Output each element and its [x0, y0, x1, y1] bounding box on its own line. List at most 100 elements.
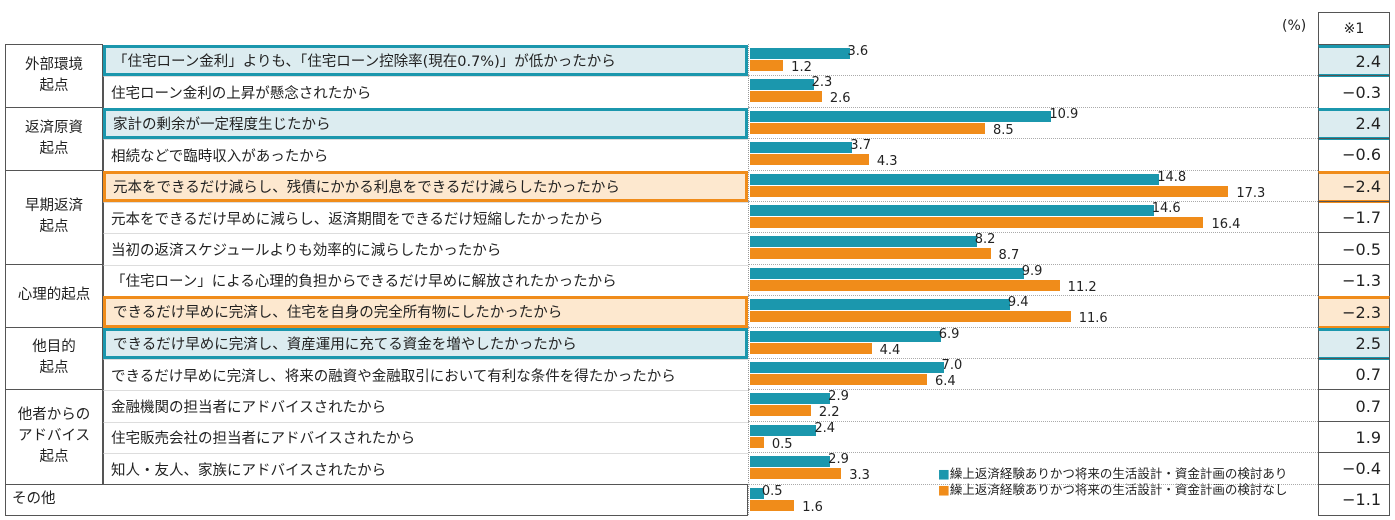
data-label: 16.4: [1211, 217, 1241, 232]
diff-value: 0.7: [1318, 389, 1390, 422]
category-label: できるだけ早めに完済し、資産運用に充てる資金を増やしたかったから: [103, 327, 748, 359]
data-label: 2.3: [811, 75, 833, 91]
bar-series-2: [750, 374, 927, 385]
bar-series-2: [750, 342, 872, 354]
diff-value: −0.6: [1318, 138, 1390, 171]
bar-series-1: [750, 330, 941, 342]
data-label: 2.6: [829, 91, 851, 107]
data-label: 0.5: [761, 483, 783, 499]
data-label: 7.0: [941, 358, 963, 373]
data-label: 2.9: [828, 389, 849, 405]
group-label: その他: [5, 483, 748, 516]
bar-series-2: [750, 60, 784, 71]
legend-label: 繰上返済経験ありかつ将来の生活設計・資金計画の検討なし: [949, 482, 1288, 497]
category-label: 金融機関の担当者にアドバイスされたから: [103, 390, 748, 422]
data-label: 8.2: [974, 232, 996, 248]
data-label: 9.9: [1021, 263, 1043, 279]
data-label: 2.2: [818, 405, 840, 421]
data-label: 0.5: [771, 436, 793, 452]
legend-label: 繰上返済経験ありかつ将来の生活設計・資金計画の検討あり: [949, 466, 1288, 481]
gridline: [748, 75, 1318, 77]
diff-value: −1.3: [1318, 263, 1390, 297]
group-label: 早期返済 起点: [5, 169, 103, 265]
category-label: できるだけ早めに完済し、将来の融資や金融取引において有利な条件を得たかったから: [103, 359, 748, 391]
diff-value: −0.4: [1318, 452, 1390, 485]
group-label: 外部環境 起点: [5, 44, 103, 108]
category-label: 元本をできるだけ減らし、残債にかかる利息をできるだけ減らしたかったから: [103, 170, 748, 202]
bar-series-2: [750, 122, 986, 134]
diff-value: −2.4: [1318, 170, 1390, 203]
category-label: 当初の返済スケジュールよりも効率的に減らしたかったから: [103, 233, 748, 265]
data-label: 17.3: [1236, 185, 1266, 201]
data-label: 9.4: [1007, 295, 1029, 311]
diff-value: −2.3: [1318, 296, 1390, 329]
data-label: 14.8: [1157, 169, 1187, 185]
bar-series-1: [750, 424, 817, 436]
data-label: 11.6: [1078, 311, 1108, 327]
bar-series-1: [750, 393, 831, 405]
bar-series-2: [750, 91, 822, 103]
diff-value: 2.4: [1318, 45, 1390, 78]
data-label: 4.3: [876, 154, 898, 170]
axis-line: [748, 44, 749, 515]
data-label: 11.2: [1067, 279, 1097, 295]
diff-value: 2.5: [1318, 327, 1390, 360]
diff-header: ※1: [1318, 12, 1390, 45]
gridline: [748, 106, 1318, 108]
category-label: できるだけ早めに完済し、住宅を自身の完全所有物にしたかったから: [103, 296, 748, 328]
bar-series-1: [750, 79, 814, 91]
legend-item-2: ■繰上返済経験ありかつ将来の生活設計・資金計画の検討なし: [938, 482, 1287, 498]
diff-value: −0.3: [1318, 75, 1390, 108]
data-label: 14.6: [1151, 201, 1181, 216]
bar-series-1: [750, 236, 977, 248]
gridline: [748, 483, 1318, 485]
diff-value: 2.4: [1318, 107, 1390, 141]
diff-value: −1.1: [1318, 483, 1390, 516]
bar-series-1: [750, 456, 831, 468]
bar-series-2: [750, 499, 795, 511]
gridline: [748, 232, 1318, 234]
category-label: 「住宅ローン金利」よりも、「住宅ローン控除率(現在0.7%)」が低かったから: [103, 45, 748, 77]
data-label: 2.9: [828, 452, 849, 468]
legend-square-icon: ■: [938, 466, 950, 481]
category-label: 相続などで臨時収入があったから: [103, 139, 748, 171]
gridline: [748, 295, 1318, 297]
gridline: [748, 263, 1318, 265]
diff-value: 1.9: [1318, 420, 1390, 454]
bar-series-1: [750, 299, 1010, 311]
data-label: 10.9: [1049, 106, 1079, 122]
bar-series-2: [750, 468, 842, 480]
category-label: 「住宅ローン」による心理的負担からできるだけ早めに解放されたかったから: [103, 264, 748, 297]
group-label: 他者からの アドバイス 起点: [5, 389, 103, 485]
bar-series-2: [750, 154, 869, 166]
bar-series-2: [750, 217, 1204, 228]
diff-value: 0.7: [1318, 358, 1390, 391]
legend-square-icon: ■: [938, 482, 950, 497]
bar-series-1: [750, 48, 850, 59]
data-label: 1.2: [791, 60, 812, 75]
gridline: [748, 389, 1318, 391]
bar-series-1: [750, 142, 853, 154]
data-label: 6.9: [938, 326, 960, 342]
gridline: [748, 420, 1318, 422]
bar-series-1: [750, 267, 1024, 279]
data-label: 2.4: [814, 420, 836, 436]
data-label: 3.3: [849, 468, 870, 484]
gridline: [748, 452, 1318, 454]
legend: ■繰上返済経験ありかつ将来の生活設計・資金計画の検討あり ■繰上返済経験ありかつ…: [938, 466, 1287, 498]
category-label: 家計の剰余が一定程度生じたから: [103, 107, 748, 140]
bar-series-1: [750, 205, 1154, 216]
gridline: [748, 138, 1318, 140]
data-label: 8.5: [993, 122, 1014, 138]
bar-series-1: [750, 110, 1052, 122]
bar-series-2: [750, 185, 1229, 197]
legend-item-1: ■繰上返済経験ありかつ将来の生活設計・資金計画の検討あり: [938, 466, 1287, 482]
group-label: 他目的 起点: [5, 326, 103, 391]
diff-value: −0.5: [1318, 232, 1390, 265]
gridline: [748, 169, 1318, 171]
category-label: 知人・友人、家族にアドバイスされたから: [103, 453, 748, 485]
bar-series-1: [750, 487, 764, 499]
data-label: 4.4: [879, 342, 901, 358]
bar-series-1: [750, 362, 944, 373]
